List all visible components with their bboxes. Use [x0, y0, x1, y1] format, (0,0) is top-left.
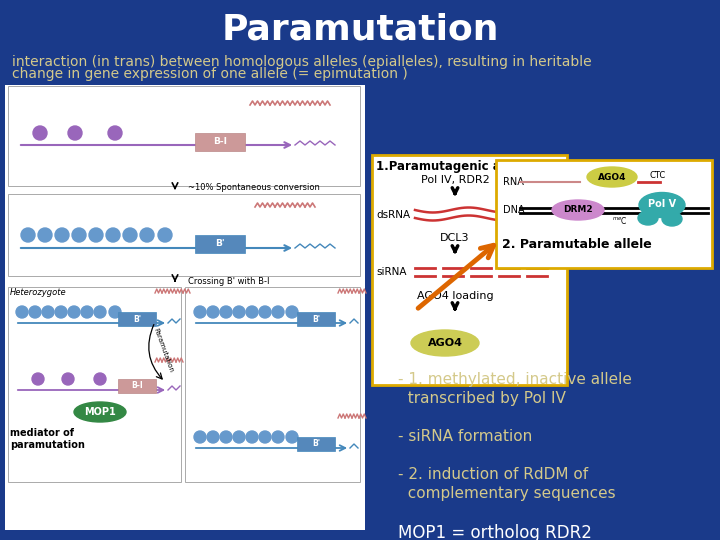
Text: a: a — [10, 88, 16, 98]
Circle shape — [140, 228, 154, 242]
Ellipse shape — [552, 200, 604, 220]
Circle shape — [94, 306, 106, 318]
Text: - siRNA formation: - siRNA formation — [398, 429, 532, 444]
Circle shape — [194, 431, 206, 443]
Text: transcribed by Pol IV: transcribed by Pol IV — [398, 391, 566, 406]
Text: - 2. induction of RdDM of: - 2. induction of RdDM of — [398, 467, 588, 482]
Text: DCL3: DCL3 — [440, 233, 469, 243]
Text: Pol V: Pol V — [648, 199, 676, 209]
Ellipse shape — [74, 402, 126, 422]
Circle shape — [286, 431, 298, 443]
Text: AGO4: AGO4 — [428, 338, 462, 348]
FancyBboxPatch shape — [8, 287, 181, 482]
FancyBboxPatch shape — [297, 312, 335, 326]
Text: mediator of
paramutation: mediator of paramutation — [10, 428, 85, 450]
Circle shape — [246, 431, 258, 443]
Circle shape — [259, 306, 271, 318]
Circle shape — [68, 306, 80, 318]
Ellipse shape — [662, 212, 682, 226]
Circle shape — [194, 306, 206, 318]
Circle shape — [286, 306, 298, 318]
FancyBboxPatch shape — [8, 194, 360, 276]
Text: Crossing B' with B-I: Crossing B' with B-I — [188, 276, 269, 286]
Text: CTC: CTC — [650, 171, 666, 179]
Ellipse shape — [638, 211, 658, 225]
Circle shape — [259, 431, 271, 443]
Text: RNA: RNA — [503, 177, 524, 187]
Text: B': B' — [215, 240, 225, 248]
Circle shape — [272, 431, 284, 443]
FancyBboxPatch shape — [185, 287, 360, 482]
Circle shape — [109, 306, 121, 318]
Circle shape — [55, 306, 67, 318]
Circle shape — [21, 228, 35, 242]
Text: 1.Paramutagenic allele: 1.Paramutagenic allele — [376, 160, 528, 173]
Circle shape — [62, 373, 74, 385]
Circle shape — [220, 306, 232, 318]
Circle shape — [33, 126, 47, 140]
FancyBboxPatch shape — [372, 155, 567, 385]
Text: $^{me}$C: $^{me}$C — [612, 214, 628, 226]
Text: Heterozygote: Heterozygote — [10, 288, 67, 297]
FancyBboxPatch shape — [195, 133, 245, 151]
Text: B': B' — [133, 314, 141, 323]
Circle shape — [72, 228, 86, 242]
Text: B-I: B-I — [213, 138, 227, 146]
Text: DNA: DNA — [503, 205, 525, 215]
Circle shape — [89, 228, 103, 242]
FancyBboxPatch shape — [195, 235, 245, 253]
Circle shape — [55, 228, 69, 242]
Circle shape — [207, 306, 219, 318]
Circle shape — [42, 306, 54, 318]
Circle shape — [272, 306, 284, 318]
FancyBboxPatch shape — [496, 160, 712, 268]
Text: B-I: B-I — [131, 381, 143, 390]
Text: complementary sequences: complementary sequences — [398, 486, 616, 501]
Circle shape — [32, 373, 44, 385]
Circle shape — [68, 126, 82, 140]
Text: B': B' — [312, 440, 320, 449]
Circle shape — [246, 306, 258, 318]
Text: MOP1: MOP1 — [84, 407, 116, 417]
Text: change in gene expression of one allele (= epimutation ): change in gene expression of one allele … — [12, 67, 408, 81]
Text: Paramutation: Paramutation — [221, 13, 499, 47]
Circle shape — [220, 431, 232, 443]
Circle shape — [233, 306, 245, 318]
FancyBboxPatch shape — [5, 85, 365, 530]
Ellipse shape — [639, 192, 685, 218]
FancyBboxPatch shape — [118, 379, 156, 393]
Text: Pol IV, RDR2: Pol IV, RDR2 — [420, 175, 490, 185]
Text: B': B' — [312, 314, 320, 323]
Circle shape — [38, 228, 52, 242]
Text: AGO4: AGO4 — [598, 172, 626, 181]
Text: ~10% Spontaneous conversion: ~10% Spontaneous conversion — [188, 184, 320, 192]
Circle shape — [108, 126, 122, 140]
Text: - 1. methylated, inactive allele: - 1. methylated, inactive allele — [398, 372, 632, 387]
Text: DRM2: DRM2 — [563, 206, 593, 214]
Ellipse shape — [411, 330, 479, 356]
FancyBboxPatch shape — [297, 437, 335, 451]
Text: interaction (in trans) between homologous alleles (epialleles), resulting in her: interaction (in trans) between homologou… — [12, 55, 592, 69]
Circle shape — [29, 306, 41, 318]
Circle shape — [233, 431, 245, 443]
Circle shape — [207, 431, 219, 443]
Circle shape — [123, 228, 137, 242]
Text: AGO4 loading: AGO4 loading — [417, 291, 493, 301]
Circle shape — [16, 306, 28, 318]
FancyBboxPatch shape — [8, 86, 360, 186]
Circle shape — [158, 228, 172, 242]
Text: Paramutation: Paramutation — [152, 327, 174, 373]
Circle shape — [106, 228, 120, 242]
Circle shape — [81, 306, 93, 318]
Ellipse shape — [587, 167, 637, 187]
Text: dsRNA: dsRNA — [376, 210, 410, 220]
Circle shape — [94, 373, 106, 385]
FancyBboxPatch shape — [118, 312, 156, 326]
Text: 2. Paramutable allele: 2. Paramutable allele — [502, 238, 652, 251]
Text: MOP1 = ortholog RDR2: MOP1 = ortholog RDR2 — [398, 524, 592, 540]
Text: siRNA: siRNA — [376, 267, 407, 277]
